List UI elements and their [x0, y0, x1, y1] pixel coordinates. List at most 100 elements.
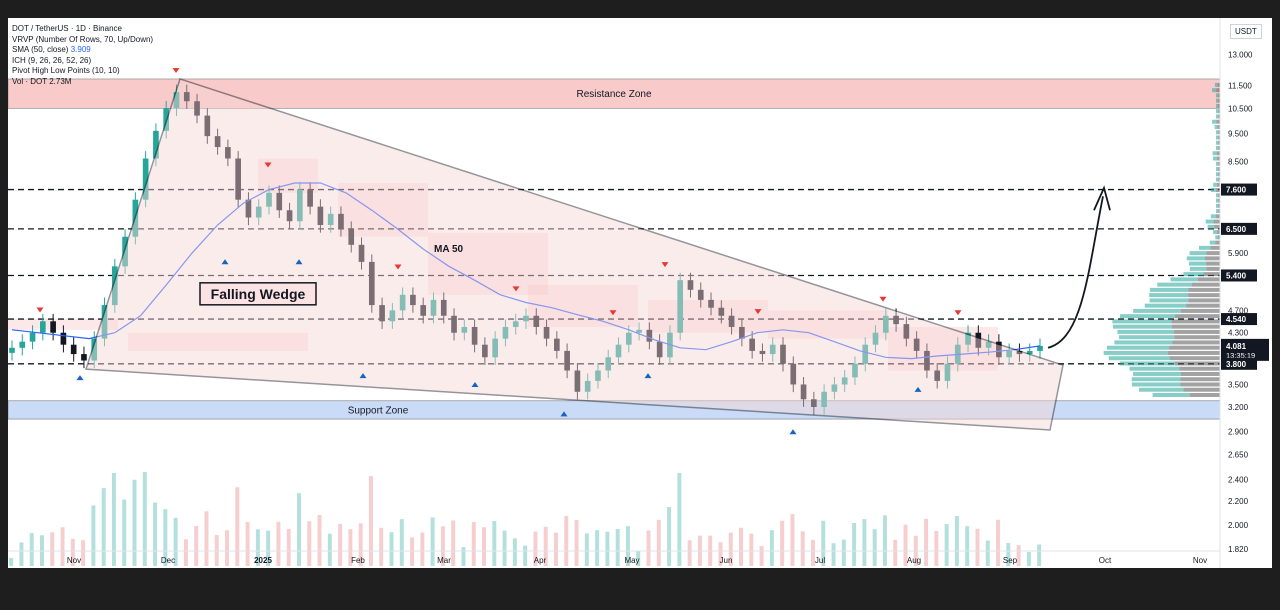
volume-bar [163, 509, 168, 566]
vrvp-bar [1183, 387, 1220, 392]
indicator-legend: DOT / TetherUS · 1D · Binance VRVP (Numb… [12, 24, 153, 87]
candle-body [420, 305, 427, 316]
vrvp-bar [1205, 256, 1220, 261]
candle-body [564, 350, 570, 371]
volume-bar [122, 499, 127, 566]
vrvp-bar [1210, 214, 1216, 219]
time-tick-label: Mar [437, 556, 451, 565]
candle [410, 287, 416, 313]
volume-bar [399, 519, 404, 566]
chart-panel[interactable]: Resistance Zone Support Zone Falling Wedge… [8, 18, 1272, 568]
volume-bar [759, 546, 764, 566]
vrvp-bar [1214, 224, 1220, 229]
volume-bar [430, 517, 435, 566]
candle [924, 343, 930, 379]
vrvp-bar [1144, 303, 1187, 308]
vrvp-bar [1218, 172, 1220, 177]
volume-bar [29, 533, 34, 566]
legend-symbol[interactable]: DOT / TetherUS · 1D · Binance [12, 24, 122, 33]
candle-body [183, 92, 190, 102]
legend-ich[interactable]: ICH (9, 26, 26, 52, 26) [12, 55, 92, 65]
volume-bar [903, 524, 908, 566]
candle [749, 331, 755, 359]
vrvp-bar [1206, 261, 1220, 266]
volume-bar [255, 529, 260, 566]
volume-bar [286, 528, 291, 566]
vrvp-bar [1167, 350, 1220, 355]
candle [811, 391, 817, 415]
currency-button[interactable]: USDT [1230, 24, 1262, 39]
candle-body [225, 147, 231, 159]
pivot-high-icon [36, 307, 44, 313]
vrvp-bar [1213, 182, 1217, 187]
candle-body [944, 363, 951, 381]
vrvp-bar [1216, 130, 1219, 135]
vrvp-bar [1218, 203, 1220, 208]
vrvp-bar [1216, 98, 1219, 103]
vrvp-bar [1216, 161, 1219, 166]
vrvp-bar [1216, 135, 1219, 140]
vrvp-bar [1189, 392, 1220, 397]
price-tick-label: 4.300 [1228, 329, 1249, 338]
volume-bar [440, 526, 445, 566]
volume-bar [687, 540, 692, 566]
candle [29, 325, 36, 350]
vrvp-bar [1218, 177, 1220, 182]
time-tick-label: May [624, 556, 639, 565]
volume-bar [142, 472, 147, 566]
volume-bar [800, 531, 805, 566]
vrvp-bar [1212, 151, 1217, 156]
pivot-high-icon [264, 162, 272, 168]
pivot-high-icon [172, 67, 180, 73]
volume-bar [862, 519, 867, 566]
candle [255, 199, 262, 226]
current-price-tag [1221, 338, 1269, 361]
volume-bar [50, 532, 55, 566]
candle [512, 313, 519, 335]
candle-body [615, 344, 622, 358]
vrvp-bar [1216, 198, 1219, 203]
candle-body [625, 332, 632, 345]
volume-bar [985, 540, 990, 566]
legend-pivot[interactable]: Pivot High Low Points (10, 10) [12, 66, 120, 75]
legend-sma[interactable]: SMA (50, close) 3.909 [12, 45, 153, 56]
candle [893, 308, 899, 332]
price-line-label: 3.800 [1226, 360, 1247, 369]
volume-bar [245, 521, 250, 566]
vrvp-bar [1218, 114, 1220, 119]
candle-body [317, 206, 324, 226]
candle-body [29, 332, 36, 342]
legend-vrvp[interactable]: VRVP (Number Of Rows, 70, Up/Down) [12, 34, 154, 44]
candle-body [595, 370, 601, 381]
volume-bar [739, 527, 744, 566]
volume-bar [327, 533, 332, 566]
vrvp-bar [1217, 82, 1220, 87]
price-chart[interactable]: Resistance Zone Support Zone Falling Wedge… [8, 18, 1272, 568]
candle-body [214, 136, 221, 148]
candle [852, 356, 858, 386]
candle [399, 287, 406, 319]
time-tick-label: Oct [1099, 556, 1112, 565]
cloud-segment [768, 310, 888, 339]
candle-body [276, 192, 283, 211]
pivot-low-icon [914, 386, 922, 392]
candle-body [410, 294, 416, 306]
volume-bar [533, 531, 538, 566]
candle [574, 363, 581, 400]
candle-body [965, 332, 971, 345]
candle [646, 322, 653, 350]
vrvp-bar [1157, 282, 1192, 287]
candle [276, 185, 283, 218]
vrvp-bar [1206, 266, 1220, 271]
candle-body [451, 315, 457, 333]
candle-body [50, 321, 56, 333]
volume-bar [841, 539, 846, 566]
volume-bar [225, 530, 230, 566]
volume-bar [780, 520, 785, 566]
candle-body [512, 321, 519, 327]
volume-bar [307, 521, 312, 566]
legend-vol[interactable]: Vol · DOT 2.73M [12, 76, 72, 86]
price-line-label: 5.400 [1226, 271, 1247, 280]
candle-body [697, 289, 704, 300]
time-tick-label: Apr [534, 556, 547, 565]
